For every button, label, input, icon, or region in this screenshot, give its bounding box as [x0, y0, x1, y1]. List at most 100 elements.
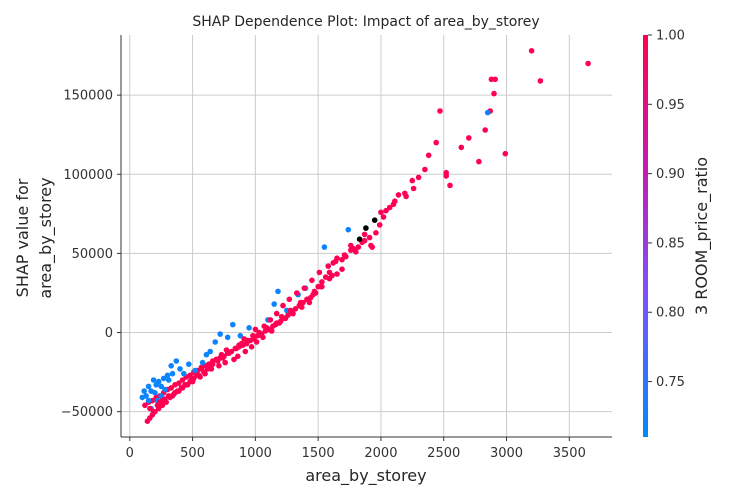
scatter-point: [222, 359, 228, 366]
scatter-point: [378, 209, 384, 216]
scatter-point: [482, 127, 489, 133]
scatter-point: [268, 328, 275, 334]
y-tick-label: 50000: [72, 247, 113, 262]
scatter-point: [425, 152, 432, 159]
gridlines: [121, 35, 612, 437]
scatter-point: [355, 244, 362, 250]
scatter-point: [325, 263, 332, 269]
scatter-point: [422, 166, 428, 173]
scatter-point: [297, 299, 304, 306]
scatter-point: [528, 48, 535, 54]
scatter-point: [158, 393, 164, 399]
scatter-point: [248, 344, 255, 350]
scatter-point: [361, 231, 368, 238]
scatter-point: [447, 182, 453, 189]
scatter-point: [356, 236, 363, 242]
scatter-point: [299, 304, 305, 311]
scatter-point: [242, 348, 249, 355]
colorbar: [643, 35, 648, 437]
scatter-point: [415, 174, 422, 181]
x-tick-label: 2500: [427, 446, 460, 461]
scatter-point: [321, 244, 328, 250]
scatter-point: [193, 372, 200, 379]
scatter-point: [272, 321, 279, 328]
x-axis-ticks: 0 500 1000 1500 2000 2500 3000 3500: [126, 437, 586, 461]
x-axis-label: area_by_storey: [305, 466, 426, 486]
scatter-point: [160, 375, 167, 382]
scatter-point: [278, 313, 285, 320]
scatter-point: [287, 307, 294, 314]
scatter-point: [216, 363, 222, 369]
scatter-point: [181, 370, 187, 377]
scatter-point: [383, 207, 389, 214]
scatter-point: [159, 397, 166, 404]
scatter-point: [390, 201, 397, 208]
scatter-point: [409, 177, 416, 184]
scatter-point: [376, 222, 383, 228]
colorbar-tick-label: 0.90: [656, 167, 685, 182]
scatter-point: [369, 244, 376, 250]
scatter-point: [162, 386, 168, 393]
scatter-point: [235, 353, 241, 360]
scatter-point: [152, 389, 158, 396]
scatter-point: [273, 310, 280, 317]
scatter-point: [437, 108, 443, 114]
scatter-point: [230, 321, 236, 328]
scatter-point: [309, 277, 315, 284]
scatter-point: [206, 361, 212, 368]
colorbar-label: 3 ROOM_price_ratio: [692, 157, 712, 315]
scatter-point: [164, 372, 171, 379]
scatter-point: [145, 397, 152, 404]
scatter-point: [491, 90, 497, 97]
colorbar-tick-label: 1.00: [656, 29, 685, 44]
scatter-point: [183, 382, 190, 388]
scatter-point: [433, 139, 440, 146]
scatter-point: [319, 283, 325, 290]
scatter-point: [150, 377, 157, 383]
scatter-point: [395, 192, 402, 198]
x-tick-label: 3500: [553, 446, 586, 461]
y-tick-label: 100000: [63, 168, 113, 183]
scatter-point: [169, 393, 176, 399]
x-tick-label: 2000: [364, 446, 397, 461]
scatter-point: [319, 279, 325, 285]
scatter-point: [301, 285, 308, 292]
scatter-point: [256, 329, 262, 336]
scatter-point: [267, 317, 274, 323]
scatter-point: [241, 336, 247, 342]
scatter-point: [198, 366, 205, 372]
colorbar-ticks: 0.75 0.80 0.85 0.90 0.95 1.00: [648, 29, 685, 390]
x-tick-label: 3000: [490, 446, 523, 461]
scatter-point: [165, 377, 172, 383]
scatter-point: [316, 269, 323, 276]
scatter-point: [192, 367, 198, 374]
scatter-point: [158, 383, 164, 390]
y-tick-label: 0: [105, 326, 113, 341]
scatter-point: [306, 299, 313, 306]
scatter-point: [286, 296, 293, 303]
scatter-point: [253, 339, 260, 345]
scatter-point: [371, 217, 378, 223]
scatter-point: [345, 226, 352, 233]
x-tick-label: 1500: [302, 446, 335, 461]
scatter-point: [218, 351, 225, 358]
y-axis-label-line2: area_by_storey: [36, 177, 56, 298]
scatter-point: [443, 169, 450, 176]
scatter-point: [466, 135, 472, 141]
x-tick-label: 1000: [239, 446, 272, 461]
scatter-point: [217, 331, 223, 337]
scatter-point: [492, 76, 499, 83]
scatter-point: [199, 359, 206, 366]
scatter-point: [312, 290, 319, 296]
scatter-point: [410, 185, 417, 192]
scatter-point: [260, 334, 266, 341]
colorbar-tick-label: 0.75: [656, 375, 685, 390]
scatter-point: [341, 252, 348, 258]
chart-title: SHAP Dependence Plot: Impact of area_by_…: [192, 14, 539, 30]
scatter-point: [139, 394, 146, 401]
scatter-point: [246, 325, 252, 331]
scatter-point: [271, 301, 278, 307]
scatter-point: [231, 356, 237, 363]
scatter-point: [236, 342, 242, 349]
scatter-point: [145, 383, 152, 390]
